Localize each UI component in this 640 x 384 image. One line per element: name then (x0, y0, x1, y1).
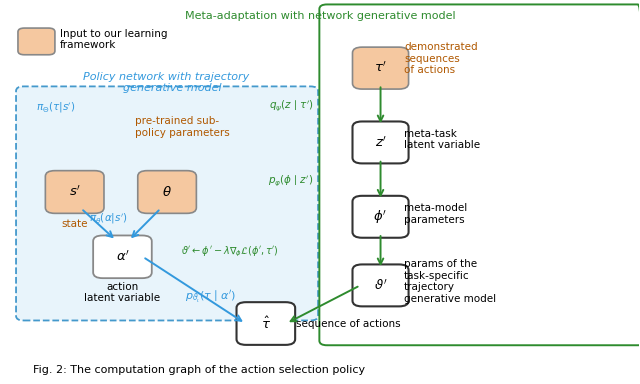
Text: sequence of actions: sequence of actions (296, 318, 401, 329)
Text: meta-task
latent variable: meta-task latent variable (404, 129, 480, 150)
Text: Fig. 2: The computation graph of the action selection policy: Fig. 2: The computation graph of the act… (33, 365, 365, 375)
Text: $\phi'$: $\phi'$ (374, 208, 388, 225)
Text: $\theta$: $\theta$ (162, 185, 172, 199)
Text: action
latent variable: action latent variable (84, 281, 161, 303)
Text: $p_\varphi(\phi\mid z')$: $p_\varphi(\phi\mid z')$ (268, 173, 314, 188)
FancyBboxPatch shape (138, 170, 196, 214)
Text: $\hat{\tau}$: $\hat{\tau}$ (261, 315, 271, 332)
FancyBboxPatch shape (353, 47, 408, 89)
Text: $q_\psi(z\mid\tau')$: $q_\psi(z\mid\tau')$ (269, 98, 314, 113)
Text: state: state (61, 218, 88, 229)
FancyBboxPatch shape (353, 265, 408, 306)
FancyBboxPatch shape (353, 196, 408, 238)
Text: $\tau'$: $\tau'$ (374, 61, 387, 75)
Text: demonstrated
sequences
of actions: demonstrated sequences of actions (404, 42, 477, 75)
Text: $z'$: $z'$ (374, 135, 387, 150)
FancyBboxPatch shape (45, 170, 104, 214)
FancyBboxPatch shape (18, 28, 55, 55)
FancyBboxPatch shape (237, 302, 295, 345)
Text: $s'$: $s'$ (68, 185, 81, 199)
FancyBboxPatch shape (93, 235, 152, 278)
Text: Input to our learning
framework: Input to our learning framework (60, 29, 168, 50)
Text: Meta-adaptation with network generative model: Meta-adaptation with network generative … (185, 11, 455, 21)
Text: $p_{\vartheta_\iota}(\tau\mid\alpha')$: $p_{\vartheta_\iota}(\tau\mid\alpha')$ (185, 289, 236, 305)
Text: params of the
task-specific
trajectory
generative model: params of the task-specific trajectory g… (404, 259, 496, 304)
FancyBboxPatch shape (353, 121, 408, 164)
Text: $\vartheta'$: $\vartheta'$ (374, 278, 387, 293)
FancyBboxPatch shape (16, 86, 318, 321)
Text: $\vartheta'\leftarrow\phi'-\lambda\nabla_\phi\mathcal{L}(\phi',\tau')$: $\vartheta'\leftarrow\phi'-\lambda\nabla… (181, 245, 279, 260)
Text: $\pi_\Theta(\tau|s')$: $\pi_\Theta(\tau|s')$ (36, 101, 76, 115)
Text: pre-trained sub-
policy parameters: pre-trained sub- policy parameters (135, 116, 230, 138)
Text: $\pi_\theta(\alpha|s')$: $\pi_\theta(\alpha|s')$ (90, 212, 128, 226)
Text: Policy network with trajectory
    generative model: Policy network with trajectory generativ… (83, 71, 249, 93)
Text: meta-model
parameters: meta-model parameters (404, 203, 467, 225)
Text: $\alpha'$: $\alpha'$ (116, 250, 129, 264)
